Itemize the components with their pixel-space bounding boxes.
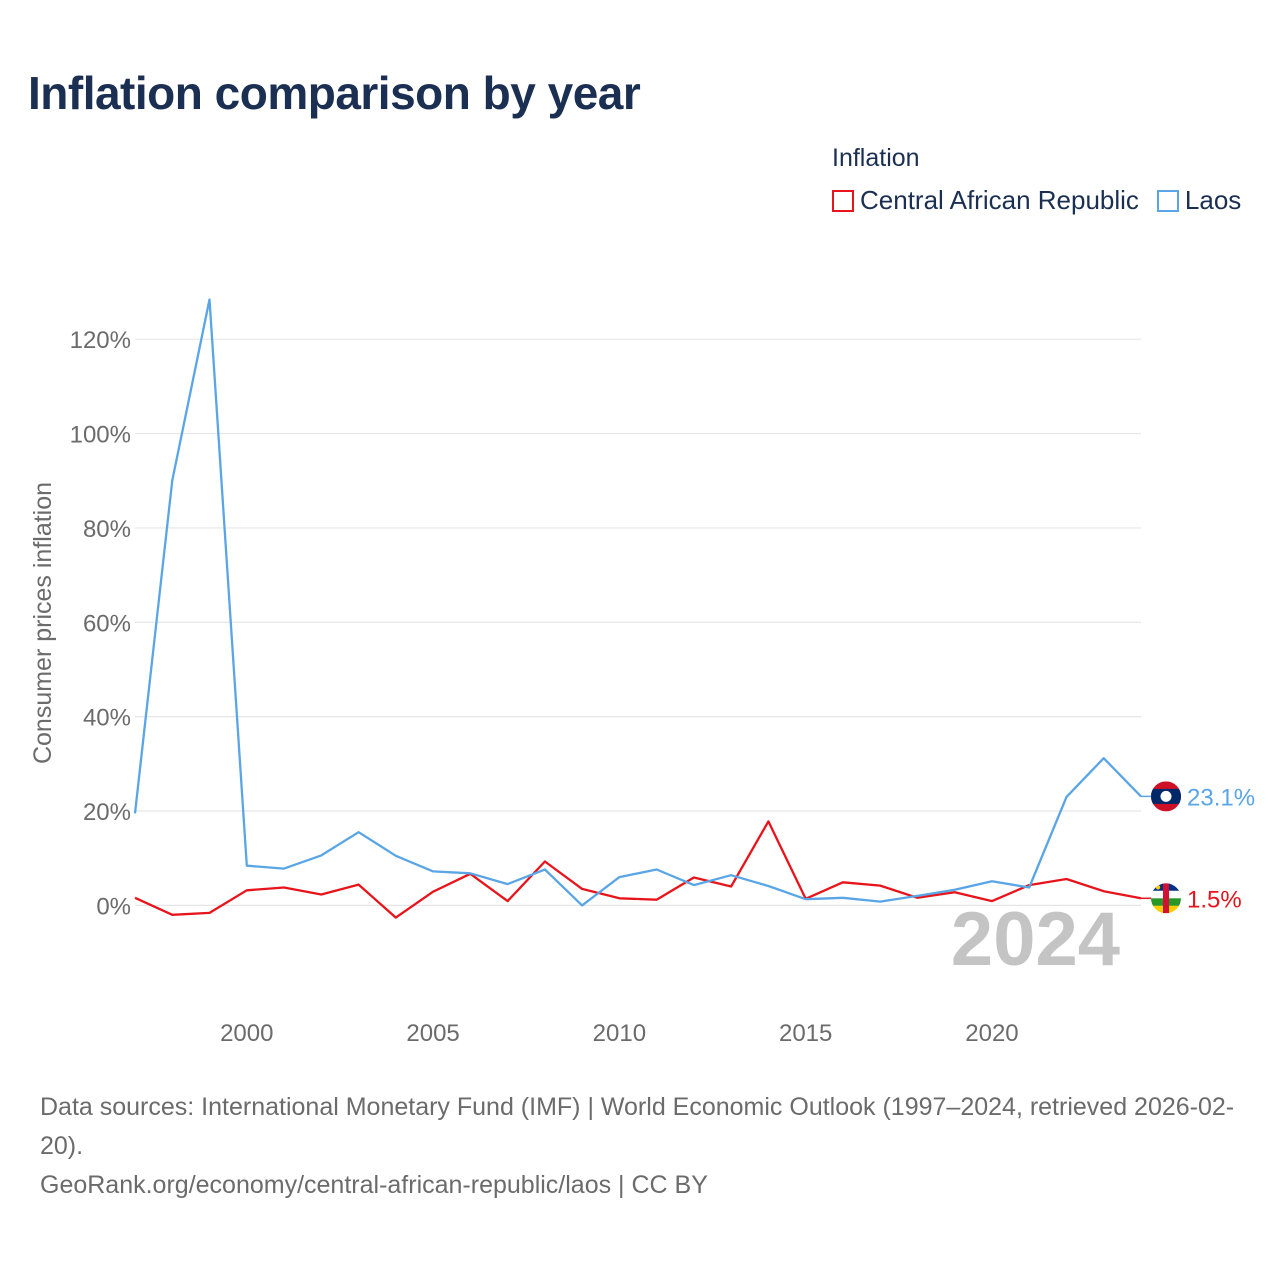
data-point-laos[interactable] [393,853,399,859]
data-point-laos[interactable] [877,899,883,905]
data-point-laos[interactable] [728,872,734,878]
y-tick-label: 40% [83,705,131,732]
data-point-laos[interactable] [840,895,846,901]
data-point-central-african-republic[interactable] [765,818,771,824]
data-point-laos[interactable] [952,887,958,893]
data-point-laos[interactable] [207,297,213,303]
data-point-central-african-republic[interactable] [207,910,213,916]
data-point-central-african-republic[interactable] [877,883,883,889]
y-axis-label: Consumer prices inflation [29,482,57,764]
data-point-central-african-republic[interactable] [691,875,697,881]
data-point-central-african-republic[interactable] [542,859,548,865]
data-point-laos[interactable] [169,477,175,483]
y-tick-label: 120% [70,327,131,354]
data-point-central-african-republic[interactable] [244,887,250,893]
legend-title: Inflation [832,144,920,172]
data-point-laos[interactable] [318,852,324,858]
x-tick-label: 2005 [406,1020,459,1047]
year-watermark: 2024 [951,897,1120,982]
data-point-central-african-republic[interactable] [840,879,846,885]
x-tick-label: 2020 [965,1020,1018,1047]
data-point-central-african-republic[interactable] [654,897,660,903]
data-point-laos[interactable] [989,878,995,884]
legend-item-laos[interactable]: Laos [1156,185,1242,216]
data-point-central-african-republic[interactable] [393,915,399,921]
legend-label-laos: Laos [1184,185,1242,215]
data-point-laos[interactable] [467,870,473,876]
data-point-central-african-republic[interactable] [132,895,138,901]
data-point-central-african-republic[interactable] [1101,888,1107,894]
series-line-laos[interactable] [133,298,1142,907]
data-point-central-african-republic[interactable] [318,892,324,898]
legend: Central African Republic Laos [832,185,1241,216]
data-point-laos[interactable] [579,902,585,908]
data-point-central-african-republic[interactable] [616,895,622,901]
series-lines [132,297,1142,921]
data-point-laos[interactable] [616,874,622,880]
chart-title: Inflation comparison by year [28,67,641,119]
data-point-laos[interactable] [542,867,548,873]
y-tick-label: 60% [83,610,131,637]
end-value-label-central-african-republic: 1.5% [1187,886,1242,913]
footer: Data sources: International Monetary Fun… [40,1088,1250,1205]
data-point-central-african-republic[interactable] [169,912,175,918]
line-chart: 0%20%40%60%80%100%120% 2000 2005 2010 2015 2… [29,297,1255,1047]
data-point-laos[interactable] [356,829,362,835]
series-line-central-african-republic[interactable] [134,820,1142,919]
legend-swatch-laos [1156,189,1179,212]
data-point-central-african-republic[interactable] [430,889,436,895]
legend-item-central-african-republic[interactable]: Central African Republic [832,185,1139,216]
data-point-laos[interactable] [1101,755,1107,761]
gridlines [135,338,1141,906]
credit-link[interactable]: GeoRank.org/economy/central-african-repu… [40,1171,708,1199]
legend-swatch-central-african-republic [832,189,854,212]
data-point-central-african-republic[interactable] [505,898,511,904]
data-point-laos[interactable] [244,863,250,869]
end-markers: 1.5% 23.1% [1141,781,1255,914]
flag-icon-central-african-republic [1151,883,1181,914]
data-point-central-african-republic[interactable] [989,898,995,904]
data-point-central-african-republic[interactable] [728,884,734,890]
data-point-laos[interactable] [691,882,697,888]
x-axis-ticks: 2000 2005 2010 2015 2020 [220,1020,1019,1047]
data-point-central-african-republic[interactable] [1063,876,1069,882]
data-point-laos[interactable] [132,810,138,816]
data-point-laos[interactable] [505,881,511,887]
y-tick-label: 100% [70,422,131,449]
data-point-laos[interactable] [281,866,287,872]
data-point-laos[interactable] [1063,794,1069,800]
flag-icon-laos [1151,781,1181,812]
data-point-central-african-republic[interactable] [579,886,585,892]
end-value-label-laos: 23.1% [1187,784,1255,811]
data-sources-note: Data sources: International Monetary Fun… [40,1093,1235,1160]
x-tick-label: 2000 [220,1020,273,1047]
legend-label-central-african-republic: Central African Republic [860,185,1139,215]
y-tick-label: 20% [83,799,131,826]
data-point-laos[interactable] [654,867,660,873]
y-tick-label: 0% [96,893,131,920]
data-point-laos[interactable] [765,883,771,889]
y-tick-label: 80% [83,516,131,543]
data-point-laos[interactable] [914,893,920,899]
y-axis-ticks: 0% 20% 40% 60% 80% 100% 120% [70,327,131,920]
data-point-laos[interactable] [430,868,436,874]
data-point-laos[interactable] [803,896,809,902]
data-point-central-african-republic[interactable] [356,882,362,888]
data-point-central-african-republic[interactable] [281,884,287,890]
x-tick-label: 2015 [779,1020,832,1047]
x-tick-label: 2010 [593,1020,646,1047]
data-point-laos[interactable] [1026,884,1032,890]
